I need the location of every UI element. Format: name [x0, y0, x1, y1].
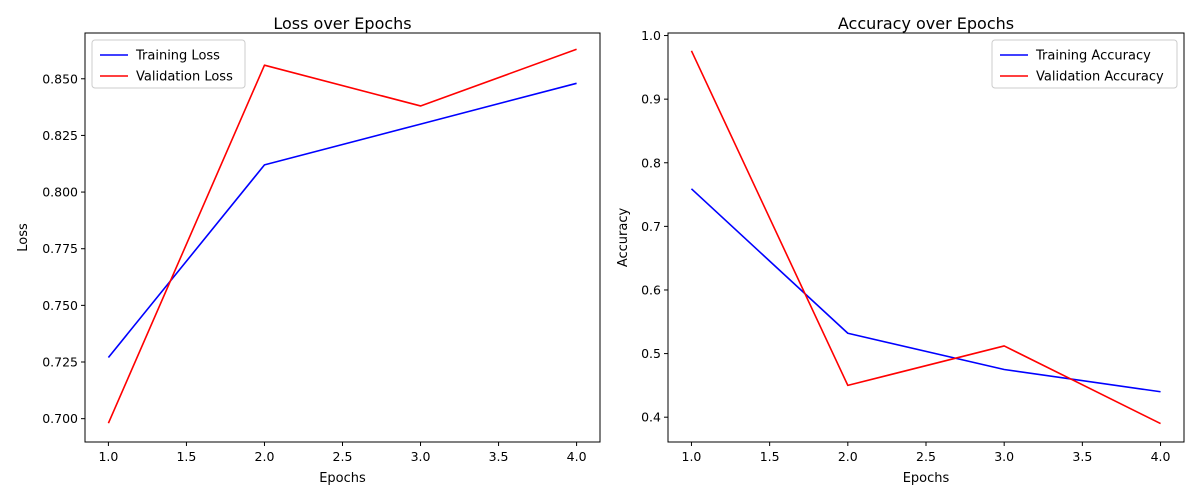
legend-label: Training Accuracy — [1035, 49, 1151, 64]
y-tick-label: 0.7 — [641, 219, 661, 234]
legend-label: Validation Loss — [136, 70, 233, 85]
y-tick-label: 0.9 — [641, 92, 661, 107]
x-tick-label: 4.0 — [567, 449, 587, 464]
accuracy-chart: Accuracy over Epochs 1.0 1.5 2.0 2.5 3.0 3.5 4… — [616, 14, 1184, 486]
plot-frame — [668, 33, 1184, 442]
x-tick-label: 1.0 — [682, 449, 702, 464]
x-tick-label: 1.0 — [98, 449, 118, 464]
x-tick-label: 3.5 — [489, 449, 509, 464]
x-tick-label: 2.0 — [255, 449, 275, 464]
loss-chart: Loss over Epochs 1.0 1.5 2.0 2.5 3.0 3.5 4.0 0.… — [16, 14, 600, 486]
y-tick-label: 0.725 — [42, 355, 78, 370]
y-tick-label: 0.5 — [641, 346, 661, 361]
y-tick-label: 0.700 — [42, 411, 78, 426]
x-tick-label: 2.5 — [333, 449, 353, 464]
x-tick-label: 2.5 — [916, 449, 936, 464]
x-tick-label: 1.5 — [760, 449, 780, 464]
y-tick-label: 0.850 — [42, 71, 78, 86]
x-tick-label: 1.5 — [176, 449, 196, 464]
y-tick-label: 0.825 — [42, 128, 78, 143]
x-tick-label: 3.0 — [411, 449, 431, 464]
series-line-training-accuracy — [691, 189, 1160, 392]
y-tick-label: 0.8 — [641, 155, 661, 170]
y-tick-label: 0.800 — [42, 185, 78, 200]
y-tick-label: 0.775 — [42, 241, 78, 256]
series-line-validation-loss — [108, 49, 576, 423]
series-line-validation-accuracy — [691, 51, 1160, 424]
legend-label: Training Loss — [135, 49, 220, 64]
x-tick-label: 3.0 — [994, 449, 1014, 464]
y-tick-label: 0.6 — [641, 282, 661, 297]
legend-label: Validation Accuracy — [1036, 70, 1164, 85]
chart-title: Accuracy over Epochs — [838, 14, 1014, 33]
plot-frame — [85, 33, 600, 442]
x-tick-label: 3.5 — [1072, 449, 1092, 464]
x-axis-label: Epochs — [319, 471, 366, 486]
series-line-training-loss — [108, 83, 576, 357]
x-tick-label: 4.0 — [1151, 449, 1171, 464]
chart-title: Loss over Epochs — [273, 14, 411, 33]
y-tick-label: 0.750 — [42, 298, 78, 313]
y-axis-label: Loss — [16, 223, 31, 252]
y-axis-label: Accuracy — [616, 208, 631, 268]
x-tick-label: 2.0 — [838, 449, 858, 464]
y-tick-label: 1.0 — [641, 28, 661, 43]
y-tick-label: 0.4 — [641, 410, 661, 425]
x-axis-label: Epochs — [903, 471, 950, 486]
